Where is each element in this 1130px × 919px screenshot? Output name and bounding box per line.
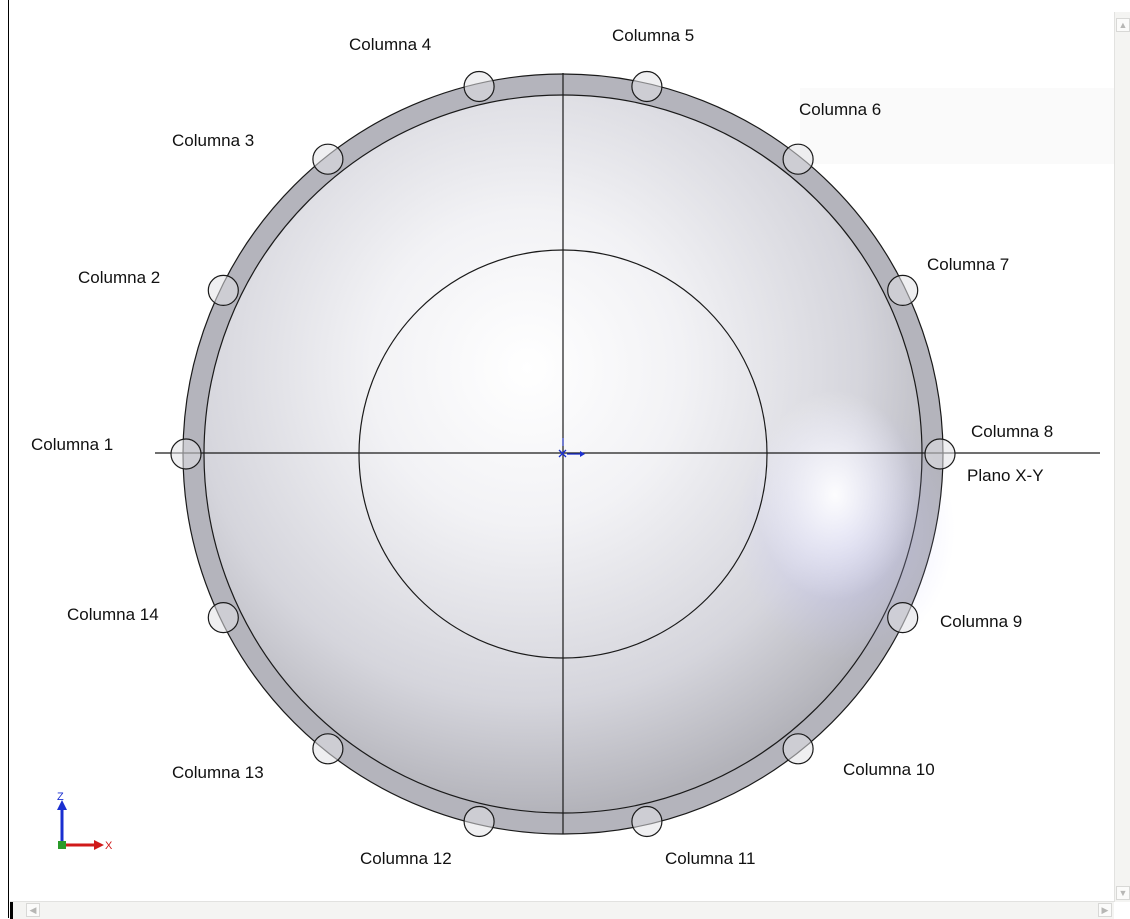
column-7-label: Columna 7 <box>927 255 1010 274</box>
background-patch <box>800 88 1130 164</box>
column-2-hole[interactable] <box>207 274 239 306</box>
column-1-label: Columna 1 <box>31 435 114 454</box>
column-12-hole[interactable] <box>463 805 495 838</box>
origin-icon <box>558 438 585 458</box>
column-13-label: Columna 13 <box>172 763 264 782</box>
column-9-label: Columna 9 <box>940 612 1023 631</box>
column-12-label: Columna 12 <box>360 849 452 868</box>
column-5-hole[interactable] <box>631 70 663 103</box>
column-11-hole[interactable] <box>631 805 663 838</box>
column-3-label: Columna 3 <box>172 131 255 150</box>
vertical-scrollbar[interactable]: ▲ ▼ <box>1114 12 1130 902</box>
column-holes[interactable] <box>170 70 956 838</box>
column-2-label: Columna 2 <box>78 268 161 287</box>
column-10-label: Columna 10 <box>843 760 935 779</box>
triad-z-label: Z <box>57 791 64 803</box>
viewport-left-border <box>8 0 9 918</box>
scroll-left-button[interactable]: ◀ <box>26 903 40 917</box>
plane-xy-label: Plano X-Y <box>967 466 1044 485</box>
column-4-label: Columna 4 <box>349 35 432 54</box>
column-11-label: Columna 11 <box>665 849 756 868</box>
scroll-down-button[interactable]: ▼ <box>1116 886 1130 900</box>
column-4-hole[interactable] <box>463 70 495 103</box>
triad-x-label: X <box>105 840 113 852</box>
dome-highlight <box>755 390 915 600</box>
column-13-hole[interactable] <box>312 733 344 765</box>
column-8-hole[interactable] <box>924 438 956 470</box>
column-10-hole[interactable] <box>782 733 814 765</box>
column-9-hole[interactable] <box>887 601 919 634</box>
coordinate-triad-icon: Z X <box>57 791 113 852</box>
column-7-hole[interactable] <box>887 274 919 306</box>
hscroll-left-edge <box>10 902 13 919</box>
column-5-label: Columna 5 <box>612 26 695 45</box>
horizontal-scrollbar[interactable]: ◀ ▶ <box>10 901 1114 919</box>
column-3-hole[interactable] <box>312 143 344 175</box>
column-6-hole[interactable] <box>782 143 814 175</box>
column-1-hole[interactable] <box>170 438 202 470</box>
column-8-label: Columna 8 <box>971 422 1054 441</box>
column-14-label: Columna 14 <box>67 605 159 624</box>
scroll-right-button[interactable]: ▶ <box>1098 903 1112 917</box>
scroll-up-button[interactable]: ▲ <box>1116 18 1130 32</box>
column-14-hole[interactable] <box>207 601 239 634</box>
column-6-label: Columna 6 <box>799 100 882 119</box>
